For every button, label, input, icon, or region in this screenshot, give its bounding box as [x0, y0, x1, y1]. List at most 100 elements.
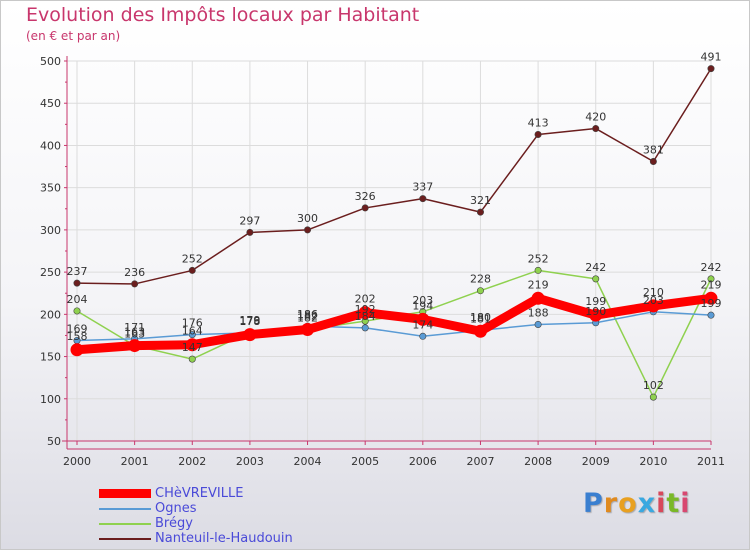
data-label: 178 — [239, 315, 260, 328]
data-point — [592, 275, 600, 283]
data-label: 203 — [643, 294, 664, 307]
data-point — [473, 324, 487, 338]
x-tick-label: 2008 — [524, 455, 552, 468]
proxiti-logo: Proxiti — [583, 488, 691, 519]
data-point — [73, 307, 81, 315]
data-label: 491 — [701, 51, 722, 64]
data-point — [188, 331, 196, 339]
y-tick-label: 450 — [40, 97, 61, 110]
series-lines — [70, 65, 718, 401]
data-label: 199 — [701, 297, 722, 310]
data-point — [589, 308, 603, 322]
data-point — [188, 266, 196, 274]
legend-swatch — [99, 537, 151, 540]
data-point — [301, 323, 315, 337]
data-label: 158 — [67, 330, 88, 343]
data-point — [361, 324, 369, 332]
axes: 50 100 150 200 250 300 350 400 450 500 2000 2001 200… — [40, 55, 725, 468]
data-label: 337 — [412, 181, 433, 194]
y-tick-label: 250 — [40, 266, 61, 279]
legend-swatch — [99, 489, 151, 498]
data-label: 203 — [412, 294, 433, 307]
data-point — [73, 279, 81, 287]
data-label: 186 — [297, 308, 318, 321]
data-label: 219 — [528, 278, 549, 291]
data-point — [534, 266, 542, 274]
data-label: 174 — [412, 318, 433, 331]
data-label: 420 — [585, 111, 606, 124]
data-point — [188, 355, 196, 363]
data-label: 181 — [470, 312, 491, 325]
data-point — [649, 157, 657, 165]
data-point — [476, 208, 484, 216]
series-line-3 — [76, 67, 712, 285]
data-label: 242 — [701, 261, 722, 274]
data-point — [707, 275, 715, 283]
chart-title: Evolution des Impôts locaux par Habitant — [26, 4, 420, 26]
data-label: 252 — [528, 252, 549, 265]
data-point — [707, 311, 715, 319]
data-label: 188 — [528, 306, 549, 319]
data-label: 163 — [124, 328, 145, 341]
data-label: 252 — [182, 252, 203, 265]
data-label: 300 — [297, 212, 318, 225]
data-point — [534, 320, 542, 328]
data-point — [534, 130, 542, 138]
data-point — [131, 280, 139, 288]
y-tick-label: 200 — [40, 308, 61, 321]
data-point — [246, 228, 254, 236]
data-label: 176 — [239, 315, 260, 328]
data-label: 192 — [355, 303, 376, 316]
data-label: 194 — [412, 299, 433, 312]
x-tick-label: 2010 — [639, 455, 667, 468]
x-tick-label: 2004 — [294, 455, 322, 468]
data-point — [185, 338, 199, 352]
data-label: 228 — [470, 273, 491, 286]
data-point — [419, 332, 427, 340]
data-label: 326 — [355, 190, 376, 203]
x-tick-label: 2002 — [178, 455, 206, 468]
data-label: 182 — [297, 312, 318, 325]
legend: CHèVREVILLE Ognes Brégy Nanteuil-le-Haudoui… — [99, 486, 293, 546]
legend-label: Brégy — [155, 516, 193, 531]
data-label: 242 — [585, 261, 606, 274]
legend-item: Nanteuil-le-Haudouin — [99, 531, 293, 546]
data-point — [592, 125, 600, 133]
data-label: 204 — [67, 293, 88, 306]
y-tick-label: 150 — [40, 351, 61, 364]
data-label: 147 — [182, 341, 203, 354]
x-tick-label: 2005 — [351, 455, 379, 468]
x-tick-label: 2006 — [409, 455, 437, 468]
data-point — [707, 65, 715, 73]
data-point — [476, 287, 484, 295]
logo-letter: o — [618, 488, 638, 519]
data-point — [646, 299, 660, 313]
x-tick-label: 2000 — [63, 455, 91, 468]
data-label: 199 — [585, 295, 606, 308]
legend-label: Ognes — [155, 501, 197, 516]
data-point — [70, 343, 84, 357]
data-point — [649, 393, 657, 401]
logo-letter: i — [656, 488, 667, 519]
legend-swatch — [99, 522, 151, 525]
data-label: 297 — [239, 214, 260, 227]
data-label: 164 — [182, 325, 203, 338]
x-tick-label: 2001 — [121, 455, 149, 468]
data-point — [416, 312, 430, 326]
grid-lines — [67, 60, 712, 442]
data-label: 381 — [643, 143, 664, 156]
y-tick-label: 500 — [40, 55, 61, 68]
data-point — [419, 195, 427, 203]
legend-label: CHèVREVILLE — [155, 486, 244, 501]
data-label: 102 — [643, 379, 664, 392]
series-line-1 — [76, 311, 712, 342]
data-point — [361, 204, 369, 212]
data-label: 321 — [470, 194, 491, 207]
data-label: 190 — [585, 305, 606, 318]
data-point — [531, 291, 545, 305]
data-label: 176 — [182, 317, 203, 330]
data-point — [304, 226, 312, 234]
logo-letter: t — [666, 488, 681, 519]
